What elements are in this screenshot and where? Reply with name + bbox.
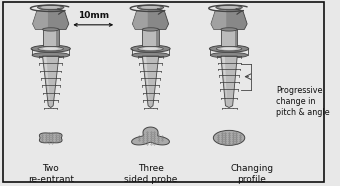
Ellipse shape: [37, 5, 64, 10]
Polygon shape: [133, 7, 169, 29]
Ellipse shape: [221, 47, 237, 50]
Polygon shape: [44, 56, 50, 106]
Polygon shape: [221, 56, 237, 108]
Bar: [235, 29, 237, 46]
Text: Progressive
change in
pitch & angle: Progressive change in pitch & angle: [276, 86, 330, 117]
Ellipse shape: [38, 46, 64, 51]
Ellipse shape: [216, 5, 242, 10]
Ellipse shape: [142, 28, 159, 31]
Ellipse shape: [143, 47, 158, 50]
Polygon shape: [33, 7, 69, 29]
Bar: [221, 29, 237, 46]
Bar: [56, 29, 59, 46]
Ellipse shape: [131, 45, 170, 52]
Ellipse shape: [42, 28, 59, 31]
Text: 10mm: 10mm: [78, 11, 109, 20]
Ellipse shape: [132, 52, 169, 58]
Polygon shape: [42, 56, 59, 108]
Ellipse shape: [216, 46, 242, 51]
Ellipse shape: [221, 28, 237, 31]
Ellipse shape: [213, 130, 245, 145]
Ellipse shape: [138, 46, 163, 51]
Ellipse shape: [219, 6, 239, 9]
Bar: [42, 29, 59, 46]
Polygon shape: [211, 7, 226, 29]
Ellipse shape: [43, 47, 58, 50]
Polygon shape: [133, 7, 148, 29]
Text: Three
sided probe: Three sided probe: [124, 164, 177, 184]
Polygon shape: [211, 7, 247, 29]
Ellipse shape: [141, 6, 160, 9]
Ellipse shape: [137, 5, 164, 10]
Ellipse shape: [32, 52, 69, 58]
Polygon shape: [222, 56, 227, 106]
Ellipse shape: [209, 45, 249, 52]
Polygon shape: [33, 7, 48, 29]
Polygon shape: [143, 56, 150, 106]
Bar: [142, 29, 159, 46]
Bar: [156, 29, 159, 46]
Polygon shape: [39, 133, 62, 143]
Text: Two
re-entrant: Two re-entrant: [28, 164, 74, 184]
Ellipse shape: [41, 6, 61, 9]
Ellipse shape: [31, 45, 70, 52]
Text: Changing
profile: Changing profile: [231, 164, 273, 184]
Ellipse shape: [210, 52, 248, 58]
Polygon shape: [142, 56, 159, 108]
Polygon shape: [132, 127, 169, 145]
